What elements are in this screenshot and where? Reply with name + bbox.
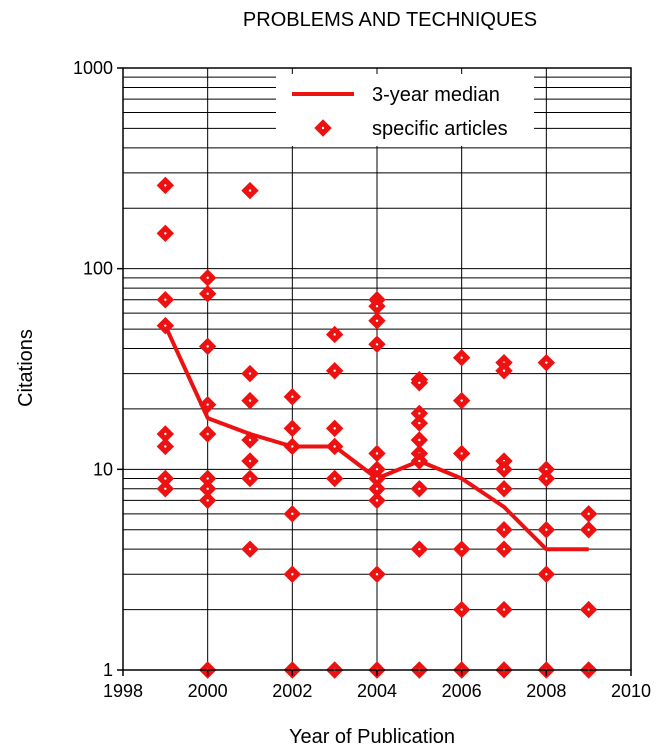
y-tick-label: 1000	[73, 58, 113, 78]
x-tick-label: 2004	[357, 681, 397, 701]
data-point-center	[418, 459, 421, 463]
x-tick-label: 2000	[188, 681, 228, 701]
data-point-center	[164, 432, 167, 436]
data-point-center	[460, 399, 463, 402]
legend: 3-year median specific articles	[276, 74, 534, 146]
data-point-center	[545, 361, 548, 364]
y-tick-label: 1	[103, 660, 113, 680]
data-point-center	[502, 487, 506, 490]
data-point-center	[502, 369, 506, 372]
data-point-center	[248, 477, 252, 480]
data-point-center	[164, 324, 167, 327]
data-point-center	[206, 276, 209, 280]
data-point-center	[333, 477, 336, 480]
data-point-center	[418, 547, 421, 551]
data-point-center	[206, 432, 209, 436]
data-point-center	[545, 528, 548, 531]
data-point-center	[206, 487, 209, 490]
data-point-center	[206, 477, 209, 480]
data-point-center	[291, 395, 294, 398]
data-point-center	[248, 459, 252, 463]
data-point-center	[291, 427, 294, 430]
data-point-center	[164, 477, 167, 480]
data-point-center	[502, 468, 506, 471]
data-point-center	[375, 468, 379, 471]
x-tick-label: 2008	[526, 681, 566, 701]
data-point-center	[248, 372, 252, 375]
data-point-center	[333, 445, 336, 448]
data-point-center	[248, 399, 252, 402]
data-point-center	[418, 487, 421, 490]
data-point-center	[375, 477, 379, 480]
x-axis-title: Year of Publication	[289, 726, 455, 748]
markers-group	[156, 176, 598, 679]
y-axis-title: Citations	[15, 329, 37, 407]
y-tick-labels: 1 10 100 1000	[73, 58, 123, 680]
data-point-center	[587, 528, 590, 531]
data-point-center	[206, 403, 209, 406]
data-point-center	[545, 468, 548, 471]
data-point-center	[375, 573, 379, 576]
y-tick-label: 10	[93, 459, 113, 479]
data-point-center	[291, 573, 294, 576]
data-point-center	[206, 499, 209, 502]
data-point-center	[164, 487, 167, 490]
data-point-center	[333, 333, 336, 336]
data-point-center	[502, 528, 506, 531]
legend-label-articles: specific articles	[372, 118, 508, 140]
data-point-center	[375, 487, 379, 490]
data-point-center	[375, 305, 379, 308]
x-tick-labels: 1998 2000 2002 2004 2006 2008 2010	[103, 670, 651, 701]
data-point-center	[545, 573, 548, 576]
data-point-center	[206, 345, 209, 348]
data-point-center	[164, 184, 167, 187]
data-point-center	[206, 292, 209, 295]
x-tick-label: 2002	[272, 681, 312, 701]
x-tick-label: 1998	[103, 681, 143, 701]
data-point-center	[502, 547, 506, 551]
data-point-center	[333, 369, 336, 372]
data-point-center	[418, 381, 421, 384]
data-point-center	[248, 189, 252, 192]
data-point-center	[418, 412, 421, 415]
data-point-center	[248, 547, 252, 551]
data-point-center	[291, 512, 294, 516]
legend-box	[276, 74, 534, 146]
data-point-center	[460, 356, 463, 359]
data-point-center	[375, 343, 379, 346]
data-point-center	[375, 452, 379, 455]
legend-label-median: 3-year median	[372, 84, 500, 106]
data-point-center	[460, 608, 463, 611]
data-point-center	[460, 452, 463, 455]
legend-marker-swatch-center	[321, 126, 325, 130]
data-point-center	[164, 232, 167, 235]
chart-title: PROBLEMS AND TECHNIQUES	[243, 9, 537, 31]
data-point-center	[460, 547, 463, 551]
y-tick-label: 100	[83, 259, 113, 279]
data-point-center	[333, 427, 336, 430]
data-point-center	[248, 438, 252, 442]
data-point-center	[164, 298, 167, 301]
data-point-center	[418, 421, 421, 425]
data-point-center	[418, 438, 421, 442]
data-point-center	[291, 445, 294, 448]
x-tick-label: 2010	[611, 681, 651, 701]
data-point-center	[375, 319, 379, 322]
data-point-center	[587, 608, 590, 611]
data-point-center	[375, 499, 379, 502]
x-tick-label: 2006	[442, 681, 482, 701]
data-point-center	[587, 512, 590, 516]
data-point-center	[545, 477, 548, 480]
data-point-center	[502, 608, 506, 611]
data-point-center	[164, 445, 167, 448]
